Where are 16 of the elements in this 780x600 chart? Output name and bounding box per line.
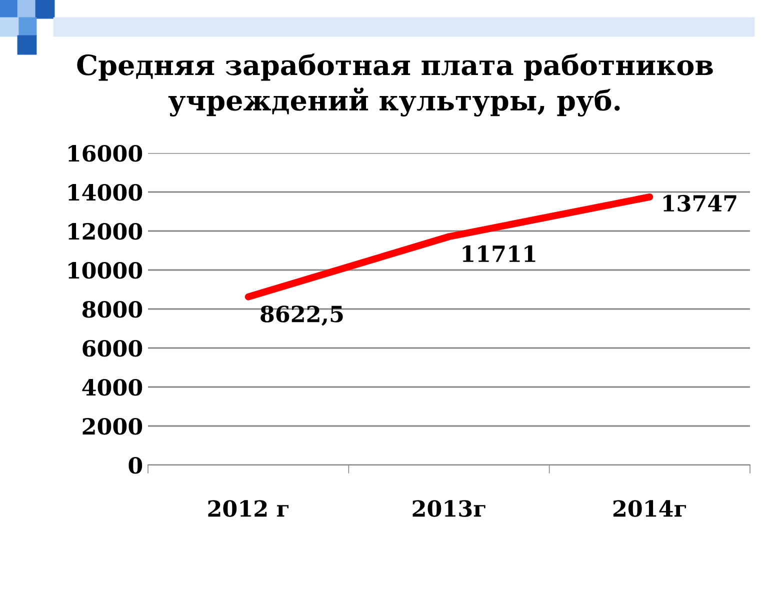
y-tick-label: 2000 xyxy=(82,418,142,435)
y-tick-label: 4000 xyxy=(82,378,142,396)
data-label: 11711 xyxy=(462,245,536,262)
y-tick-label: 10000 xyxy=(68,262,142,279)
y-tick-label: 6000 xyxy=(82,340,142,357)
y-tick-label: 12000 xyxy=(68,222,142,240)
data-label: 13747 xyxy=(663,194,736,212)
chart-title: Средняя заработная плата работников учреждений культуры, руб. xyxy=(77,53,713,117)
y-tick-label: 16000 xyxy=(68,144,142,162)
x-tick-label: 2012 г xyxy=(208,500,289,517)
data-label: 8622,5 xyxy=(260,306,343,326)
x-tick-label: 2014г xyxy=(613,500,686,517)
y-tick-label: 8000 xyxy=(82,300,142,318)
y-tick-label: 0 xyxy=(128,456,142,474)
y-tick-label: 14000 xyxy=(68,184,142,201)
x-tick-label: 2013г xyxy=(412,500,486,517)
